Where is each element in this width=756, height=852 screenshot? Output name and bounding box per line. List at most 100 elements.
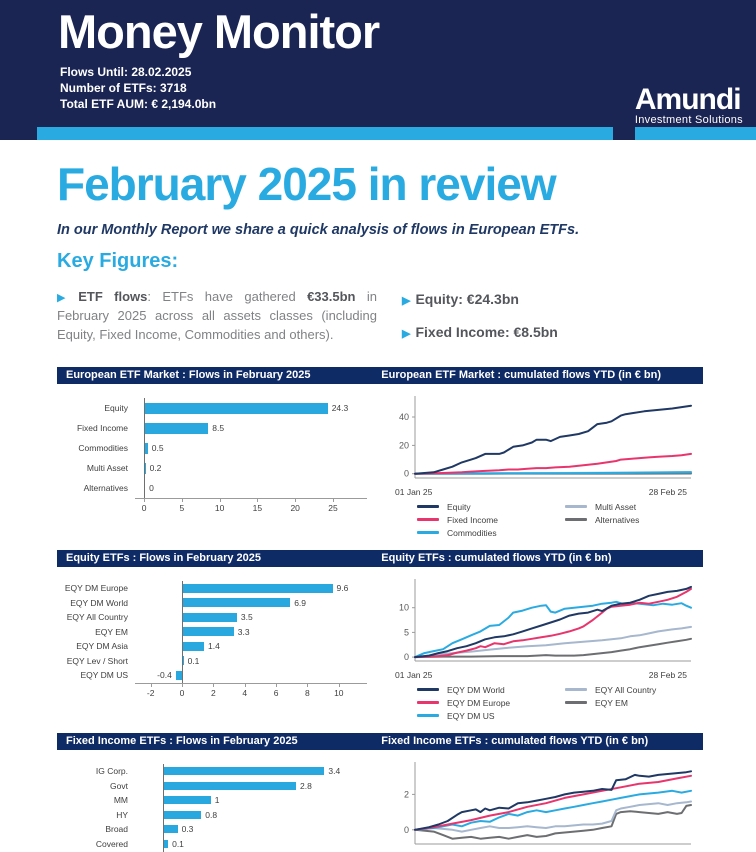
bar-row: Govt 2.8 (57, 779, 387, 794)
x-axis-tick (182, 683, 183, 687)
series-line-eqy-dm-world (414, 585, 692, 659)
legend-line-swatch (417, 688, 439, 691)
chart-fixed-income-cumulated-line: 02 01 Jan 25 28 Feb 25 FIC Govies DM Eur… (387, 750, 703, 852)
chart-row-equity: Equity ETFs : Flows in February 2025 Equ… (57, 550, 703, 722)
bullet-triangle-icon: ▶ (402, 295, 411, 307)
bar-chart: EQY DM Europe 9.6 EQY DM World 6.9 EQY A… (57, 581, 387, 698)
series-line-fic-govies-dm-europe (414, 770, 692, 831)
chart-title-equity-cumulated: Equity ETFs : cumulated flows YTD (in € … (381, 552, 612, 564)
x-axis-labels: 01 Jan 25 28 Feb 25 (387, 487, 703, 497)
bar-row: Covered 0.1 (57, 837, 387, 852)
legend-line-swatch (417, 531, 439, 534)
chart-equity-cumulated-line: 0 5 10 01 Jan 25 28 Feb 25 EQY DM World EQ… (387, 567, 703, 722)
bar-row: Commodities 0.5 (57, 438, 387, 458)
chart-row-fixed-income: Fixed Income ETFs : Flows in February 20… (57, 733, 703, 852)
legend-item: Multi Asset (565, 500, 703, 513)
etf-flows-highlight: €33.5bn (307, 289, 356, 304)
line-chart-plot: 0 5 10 (399, 579, 692, 662)
line-chart-plot: 02 (404, 762, 692, 845)
info-total-etf-aum: Total ETF AUM: € 2,194.0bn (60, 97, 217, 111)
chart-legend: EQY DM World EQY DM Europe EQY DM US EQY… (387, 683, 703, 722)
header-info: Flows Until: 28.02.2025 Number of ETFs: … (60, 64, 216, 112)
x-axis-tick (181, 499, 183, 502)
bar (182, 583, 333, 593)
bar-value-label: 0.5 (151, 443, 164, 453)
bar-category-label: EQY Lev / Short (66, 655, 128, 666)
y-tick-label: 0 (404, 652, 409, 662)
legend-line-swatch (565, 688, 587, 691)
bar-category-label: Covered (95, 838, 128, 849)
bar-plot-area: 1.4 (135, 639, 367, 654)
bar-plot-area: 2.8 (135, 779, 367, 794)
bar-value-label: 3.3 (237, 626, 250, 637)
bar-plot-area: 24.3 (135, 398, 367, 418)
bar-row: EQY EM 3.3 (57, 625, 387, 640)
key-figure-equity: ▶ Equity: €24.3bn (402, 291, 558, 307)
x-axis: 0 5 10 15 20 25 (135, 498, 367, 513)
series-line-fixed-income (414, 452, 692, 475)
chart-title-fixed-income-flows: Fixed Income ETFs : Flows in February 20… (66, 735, 298, 747)
bar-category-label: MM (113, 795, 128, 806)
legend-label: Fixed Income (447, 514, 499, 525)
bar (163, 810, 202, 819)
bar-plot-area: 0.5 (135, 438, 367, 458)
zero-axis-line (182, 581, 183, 683)
amundi-logo-name: Amundi (634, 83, 742, 116)
bar-plot-area: 6.9 (135, 596, 367, 611)
bar (144, 442, 148, 454)
x-tick-label: 5 (179, 503, 185, 513)
y-tick-label: 20 (399, 440, 409, 450)
review-subtitle: In our Monthly Report we share a quick a… (57, 222, 580, 238)
etf-flows-text: : ETFs have gathered (147, 289, 308, 304)
legend-line-swatch (565, 518, 587, 521)
bar-value-label: 6.9 (294, 597, 307, 608)
bar-value-label: 0.1 (172, 838, 184, 849)
chart-title-european-cumulated: European ETF Market : cumulated flows YT… (381, 369, 661, 381)
bar-value-label: 0.8 (205, 809, 218, 820)
bar (163, 796, 211, 805)
x-tick-label: 8 (305, 687, 310, 698)
series-line-eqy-em (414, 637, 692, 659)
bar-category-label: EQY DM Asia (76, 641, 128, 652)
chart-header-bar: Fixed Income ETFs : Flows in February 20… (57, 733, 703, 750)
bar-plot-area: -0.4 (135, 668, 367, 683)
x-tick-label: -2 (146, 687, 155, 698)
x-tick-label: 20 (290, 503, 300, 513)
bar-chart: IG Corp. 3.4 Govt 2.8 MM 1 HY 0.8 Broad (57, 764, 387, 852)
bar (182, 627, 234, 637)
bar-category-label: Multi Asset (86, 463, 128, 473)
bar-category-label: IG Corp. (95, 766, 128, 777)
x-tick-label: 6 (273, 687, 279, 698)
bar (182, 641, 204, 651)
info-number-of-etfs: Number of ETFs: 3718 (60, 81, 187, 95)
series-line-fic-money-market (414, 774, 692, 831)
chart-title-european-flows: European ETF Market : Flows in February … (66, 369, 311, 381)
line-chart-plot: 0 20 40 (399, 396, 692, 479)
legend-label: Commodities (447, 527, 497, 538)
bar-category-label: EQY DM Europe (64, 583, 128, 594)
x-axis-tick (276, 683, 278, 687)
bar-plot-area: 3.5 (135, 610, 367, 625)
info-flows-until: Flows Until: 28.02.2025 (60, 65, 192, 79)
series-line-eqy-all-country (414, 625, 692, 659)
chart-header-bar: European ETF Market : Flows in February … (57, 367, 703, 384)
bar (163, 767, 325, 776)
legend-line-swatch (417, 714, 439, 717)
series-line-fic-corporate-bonds-eur (414, 800, 692, 833)
bar-category-label: EQY All Country (66, 612, 128, 623)
x-axis-tick (150, 683, 152, 687)
x-start-label: 01 Jan 25 (395, 670, 433, 680)
charts-section: European ETF Market : Flows in February … (57, 367, 703, 852)
chart-title-fixed-income-cumulated: Fixed Income ETFs : cumulated flows YTD … (381, 735, 649, 747)
y-tick-label: 10 (399, 603, 409, 613)
legend-item: EQY EM (565, 696, 703, 709)
legend-line-swatch (417, 505, 439, 508)
bar (163, 839, 169, 848)
bar-value-label: 3.4 (328, 766, 341, 777)
bar-category-label: Govt (110, 780, 128, 791)
y-tick-label: 40 (399, 412, 409, 422)
legend-item: Fixed Income (417, 513, 565, 526)
x-axis-tick (213, 683, 215, 687)
bar-value-label: 0 (149, 483, 154, 493)
bar-value-label: 8.5 (212, 423, 225, 433)
